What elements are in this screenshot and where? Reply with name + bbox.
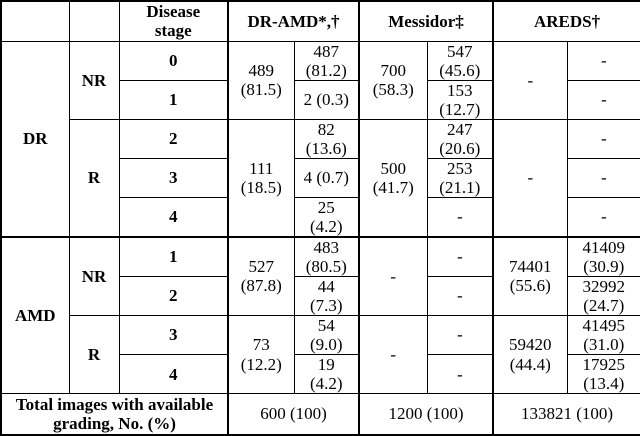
value-cell: 32992 (24.7) [566, 275, 640, 316]
value-cell: 17925 (13.4) [566, 353, 640, 395]
value-cell: - [358, 314, 428, 395]
table-row: 4 25 (4.2) - - [1, 196, 640, 238]
value-cell: - [566, 40, 640, 81]
stage-cell: 0 [118, 40, 229, 81]
header-dataset-areds: AREDS† [492, 0, 640, 42]
value-cell: 111 (18.5) [227, 118, 295, 238]
stage-cell: 1 [118, 235, 229, 277]
value-cell: 700 (58.3) [358, 40, 428, 120]
header-dataset-messidor: Messidor‡ [358, 0, 495, 42]
table-row: AMD NR 1 527 (87.8) 483 (80.5) - - 74401… [0, 235, 640, 395]
header-dataset-dramd: DR-AMD*,† [227, 0, 361, 42]
value-cell: 487 (81.2) [293, 40, 361, 81]
stage-cell: 4 [118, 196, 229, 238]
value-cell: - [566, 79, 640, 120]
value-cell: 4 (0.7) [293, 157, 361, 198]
table-row: 2 44 (7.3) - 32992 (24.7) [1, 275, 640, 316]
group-label-nr: NR [68, 40, 120, 120]
value-cell: 82 (13.6) [293, 118, 361, 159]
value-cell: 489 (81.5) [227, 40, 295, 120]
group-label-r: R [68, 118, 120, 238]
stage-cell: 1 [118, 79, 229, 120]
table-row: R 3 73 (12.2) 54 (9.0) - - 59420 (44.4) … [1, 314, 640, 395]
value-cell: 19 (4.2) [293, 353, 361, 395]
value-cell: 527 (87.8) [227, 235, 295, 316]
value-cell: 153 (12.7) [426, 79, 495, 120]
value-cell: 44 (7.3) [293, 275, 361, 316]
value-cell: 54 (9.0) [293, 314, 361, 356]
value-cell: - [566, 196, 640, 238]
value-cell: - [566, 157, 640, 198]
table-row: DR NR 0 489 (81.5) 487 (81.2) 700 (58.3)… [0, 40, 640, 238]
header-row: Disease stage DR-AMD*,† Messidor‡ AREDS† [0, 0, 640, 42]
value-cell: 59420 (44.4) [492, 314, 568, 395]
group-label-nr: NR [68, 235, 120, 316]
table-row: 1 2 (0.3) 153 (12.7) - [1, 79, 640, 120]
value-cell: - [426, 235, 495, 277]
value-cell: - [492, 118, 568, 238]
value-cell: 25 (4.2) [293, 196, 361, 238]
group-label-r: R [68, 314, 120, 395]
table-row: 4 19 (4.2) - 17925 (13.4) [1, 353, 640, 395]
disease-label-dr: DR [0, 40, 70, 238]
value-cell: - [426, 314, 495, 356]
value-cell: 253 (21.1) [426, 157, 495, 198]
value-cell: 483 (80.5) [293, 235, 361, 277]
footer-total-label: Total images with available grading, No.… [0, 393, 229, 436]
stage-cell: 3 [118, 157, 229, 198]
value-cell: - [426, 353, 495, 395]
footer-total-messidor: 1200 (100) [358, 393, 495, 436]
stage-cell: 2 [118, 275, 229, 316]
value-cell: - [426, 196, 495, 238]
header-disease-blank [0, 0, 70, 42]
header-group-blank [68, 0, 120, 42]
footer-row: Total images with available grading, No.… [0, 393, 640, 436]
value-cell: 73 (12.2) [227, 314, 295, 395]
value-cell: 500 (41.7) [358, 118, 428, 238]
disease-label-amd: AMD [0, 235, 70, 395]
value-cell: - [492, 40, 568, 120]
footer-total-areds: 133821 (100) [492, 393, 640, 436]
footer-total-dramd: 600 (100) [227, 393, 361, 436]
table-row: R 2 111 (18.5) 82 (13.6) 500 (41.7) 247 … [1, 118, 640, 238]
table-row: 3 4 (0.7) 253 (21.1) - [1, 157, 640, 198]
stage-cell: 4 [118, 353, 229, 395]
value-cell: 247 (20.6) [426, 118, 495, 159]
stage-cell: 3 [118, 314, 229, 356]
value-cell: - [358, 235, 428, 316]
header-disease-stage: Disease stage [118, 0, 229, 42]
value-cell: 41495 (31.0) [566, 314, 640, 356]
stage-cell: 2 [118, 118, 229, 159]
value-cell: - [426, 275, 495, 316]
value-cell: 2 (0.3) [293, 79, 361, 120]
value-cell: 74401 (55.6) [492, 235, 568, 316]
value-cell: 547 (45.6) [426, 40, 495, 81]
value-cell: 41409 (30.9) [566, 235, 640, 277]
value-cell: - [566, 118, 640, 159]
